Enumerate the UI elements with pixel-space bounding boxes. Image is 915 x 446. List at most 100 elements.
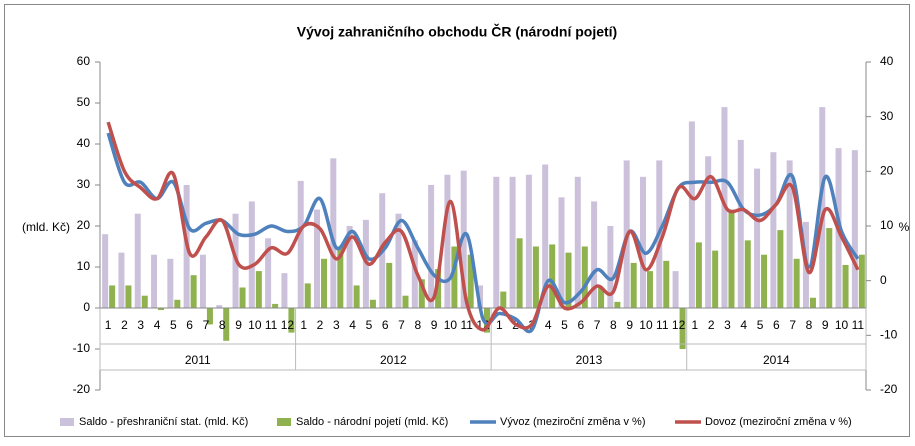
bar <box>630 262 637 308</box>
x-tick-label: 11 <box>265 318 278 332</box>
year-label: 2013 <box>576 353 603 367</box>
bar <box>574 176 581 308</box>
bar <box>598 287 605 308</box>
y-tick-label: -10 <box>73 341 91 355</box>
bar <box>158 308 165 311</box>
y2-tick-label: -20 <box>880 382 898 396</box>
x-tick-label: 8 <box>610 318 617 332</box>
y2-tick-label: -10 <box>880 328 898 342</box>
x-tick-label: 7 <box>789 318 796 332</box>
bar <box>428 185 435 308</box>
bar <box>216 305 223 308</box>
bar <box>500 291 507 308</box>
y-tick-label: 0 <box>83 300 90 314</box>
bar <box>581 246 588 308</box>
x-tick-label: 3 <box>137 318 144 332</box>
y2-axis-label: % <box>899 220 910 234</box>
legend-label: Saldo - národní pojetí (mld. Kč) <box>296 416 448 428</box>
bar <box>809 297 816 308</box>
y-tick-label: 60 <box>77 54 91 68</box>
bar <box>786 160 793 308</box>
bar <box>777 230 784 308</box>
bar <box>728 209 735 308</box>
bar <box>851 150 858 308</box>
x-tick-label: 1 <box>105 318 112 332</box>
bar <box>314 209 321 308</box>
line-series <box>106 132 860 334</box>
bar <box>435 269 442 308</box>
bar <box>542 164 549 308</box>
bar <box>109 285 116 308</box>
x-tick-label: 9 <box>822 318 829 332</box>
chart-title: Vývoj zahraničního obchodu ČR (národní p… <box>297 23 617 40</box>
bar <box>549 244 556 308</box>
y2-tick-label: 40 <box>880 54 894 68</box>
bar <box>321 258 328 308</box>
bar <box>297 180 304 308</box>
bar <box>705 156 712 308</box>
bar <box>369 299 376 308</box>
x-tick-label: 6 <box>186 318 193 332</box>
bar <box>125 285 132 308</box>
x-tick-label: 5 <box>757 318 764 332</box>
bar <box>819 107 826 308</box>
x-tick-label: 9 <box>431 318 438 332</box>
bar <box>663 260 670 308</box>
bar <box>337 246 344 308</box>
bar <box>330 158 337 308</box>
x-tick-label: 6 <box>773 318 780 332</box>
bar <box>134 213 141 308</box>
y-tick-label: 50 <box>77 95 91 109</box>
bar <box>754 168 761 308</box>
x-tick-label: 9 <box>235 318 242 332</box>
bar <box>493 176 500 308</box>
x-tick-label: 8 <box>219 318 226 332</box>
x-tick-label: 5 <box>366 318 373 332</box>
bar <box>607 226 614 308</box>
bar <box>646 271 653 308</box>
x-tick-label: 6 <box>382 318 389 332</box>
bar <box>167 258 174 308</box>
bar <box>141 295 148 308</box>
bar <box>558 197 565 308</box>
x-tick-label: 1 <box>300 318 307 332</box>
legend-label: Vývoz (meziroční změna v %) <box>500 416 645 428</box>
y2-tick-label: 30 <box>880 109 894 123</box>
legend-label: Dovoz (meziroční změna v %) <box>705 416 852 428</box>
bar <box>199 254 206 308</box>
y2-tick-label: 10 <box>880 218 894 232</box>
bar <box>304 283 311 308</box>
x-tick-label: 1 <box>692 318 699 332</box>
bar <box>102 234 109 308</box>
bar <box>255 271 262 308</box>
bar <box>395 213 402 308</box>
x-tick-label: 6 <box>577 318 584 332</box>
bar <box>516 238 523 308</box>
y2-tick-label: 20 <box>880 164 894 178</box>
bar <box>223 308 230 341</box>
x-tick-label: 11 <box>852 318 865 332</box>
bar <box>174 299 181 308</box>
bar <box>346 226 353 308</box>
legend-swatch <box>60 418 74 426</box>
x-tick-label: 10 <box>639 318 653 332</box>
bar <box>858 254 865 308</box>
x-tick-label: 11 <box>656 318 669 332</box>
y2-tick-label: 0 <box>880 273 887 287</box>
bar <box>190 275 197 308</box>
y-tick-label: 10 <box>77 259 91 273</box>
bar <box>460 170 467 308</box>
x-tick-label: 10 <box>248 318 262 332</box>
bar <box>402 295 409 308</box>
bar <box>525 174 532 308</box>
bar <box>288 308 295 333</box>
x-tick-label: 11 <box>460 318 473 332</box>
bar <box>639 176 646 308</box>
bar <box>272 303 279 308</box>
bar <box>239 287 246 308</box>
legend-swatch <box>277 418 291 426</box>
bar <box>688 121 695 308</box>
y-tick-label: 20 <box>77 218 91 232</box>
bar <box>484 308 490 333</box>
